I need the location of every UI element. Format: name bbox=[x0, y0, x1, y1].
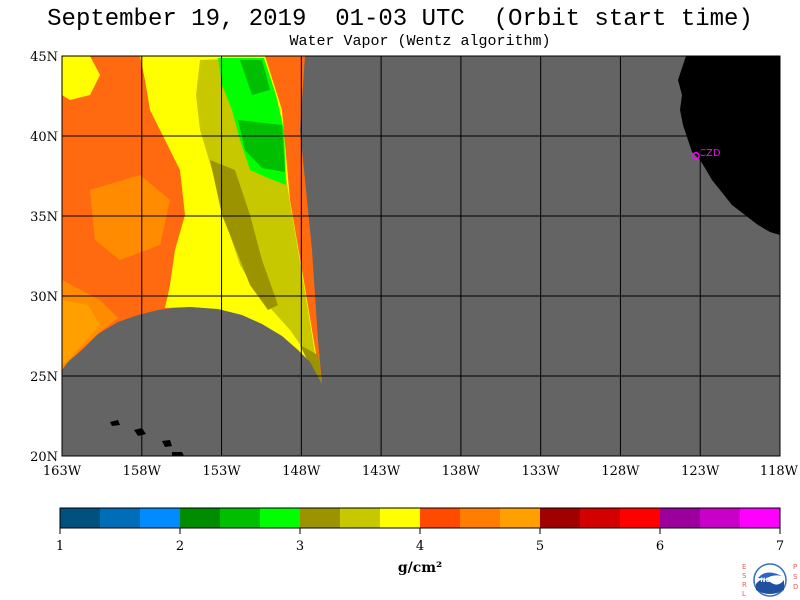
colorbar-swatch bbox=[580, 508, 621, 528]
svg-text:PSD: PSD bbox=[793, 563, 798, 591]
colorbar-tick-label: 1 bbox=[56, 539, 64, 554]
map-title: September 19, 2019 01-03 UTC (Orbit star… bbox=[47, 6, 753, 33]
colorbar-swatch bbox=[300, 508, 341, 528]
land-california bbox=[678, 56, 780, 235]
noaa-seal-text: NOAA bbox=[760, 577, 780, 584]
swath-gap-south bbox=[62, 307, 322, 456]
colorbar bbox=[59, 507, 781, 529]
station-marker-icon bbox=[692, 152, 700, 160]
colorbar-unit-label: g/cm² bbox=[397, 560, 443, 576]
land-hawaii-2 bbox=[134, 428, 146, 436]
grid-lines bbox=[62, 56, 780, 456]
colorbar-swatch bbox=[500, 508, 541, 528]
latitude-label: 35N bbox=[30, 210, 58, 225]
colorbar-swatch bbox=[420, 508, 461, 528]
colorbar-swatch bbox=[100, 508, 141, 528]
latitude-label: 20N bbox=[30, 450, 58, 465]
colorbar-swatch bbox=[660, 508, 701, 528]
longitude-label: 133W bbox=[522, 464, 561, 479]
map-frame bbox=[61, 55, 781, 457]
colorbar-swatch bbox=[260, 508, 301, 528]
longitude-labels: 163W 158W 153W 148W 143W 138W 133W 128W 123W 118W bbox=[43, 464, 799, 479]
swath-region-mid-green bbox=[238, 120, 285, 172]
colorbar-swatch bbox=[220, 508, 261, 528]
latitude-label: 40N bbox=[30, 130, 58, 145]
colorbar-tick-labels: 1 2 3 4 5 6 7 bbox=[56, 528, 784, 554]
colorbar-swatch bbox=[620, 508, 661, 528]
latitude-label: 25N bbox=[30, 370, 58, 385]
swath-region-olive bbox=[196, 58, 316, 360]
colorbar-tick-label: 7 bbox=[776, 539, 784, 554]
land-masses bbox=[110, 56, 780, 456]
swath-region-dark-olive bbox=[210, 160, 278, 310]
longitude-label: 138W bbox=[442, 464, 481, 479]
noaa-seal-bird bbox=[758, 572, 782, 579]
longitude-label: 148W bbox=[282, 464, 321, 479]
longitude-label: 128W bbox=[601, 464, 640, 479]
land-hawaii-1 bbox=[110, 420, 120, 426]
longitude-label: 118W bbox=[760, 464, 799, 479]
colorbar-tick-label: 2 bbox=[176, 539, 184, 554]
latitude-label: 30N bbox=[30, 290, 58, 305]
data-swath bbox=[62, 56, 322, 456]
swath-region-yellow-north bbox=[62, 56, 100, 100]
colorbar-swatch bbox=[540, 508, 581, 528]
station-marker-czd: CZD bbox=[692, 148, 721, 160]
colorbar-tick-label: 4 bbox=[416, 539, 424, 554]
colorbar-swatch bbox=[460, 508, 501, 528]
longitude-label: 158W bbox=[123, 464, 162, 479]
colorbar-swatch bbox=[140, 508, 181, 528]
colorbar-swatch bbox=[740, 508, 781, 528]
swath-region-light-orange-3 bbox=[90, 175, 170, 260]
colorbar-swatch bbox=[340, 508, 381, 528]
colorbar-tick-label: 6 bbox=[656, 539, 664, 554]
station-label: CZD bbox=[699, 148, 721, 159]
swath-region-mid-green-2 bbox=[240, 60, 270, 95]
map-subtitle: Water Vapor (Wentz algorithm) bbox=[289, 33, 551, 50]
longitude-label: 163W bbox=[43, 464, 82, 479]
colorbar-swatch bbox=[180, 508, 221, 528]
colorbar-swatch bbox=[60, 508, 101, 528]
land-hawaii-4 bbox=[172, 452, 184, 456]
colorbar-swatch bbox=[700, 508, 741, 528]
longitude-label: 153W bbox=[202, 464, 241, 479]
colorbar-tick-label: 3 bbox=[296, 539, 304, 554]
swath-region-light-orange-2 bbox=[62, 300, 100, 365]
colorbar-swatch bbox=[380, 508, 421, 528]
longitude-label: 123W bbox=[681, 464, 720, 479]
noaa-seal-wave bbox=[756, 579, 784, 594]
latitude-label: 45N bbox=[30, 50, 58, 65]
land-hawaii-3 bbox=[162, 440, 172, 447]
longitude-label: 143W bbox=[362, 464, 401, 479]
colorbar-tick-label: 5 bbox=[536, 539, 544, 554]
latitude-labels: 45N 40N 35N 30N 25N 20N bbox=[30, 50, 58, 465]
